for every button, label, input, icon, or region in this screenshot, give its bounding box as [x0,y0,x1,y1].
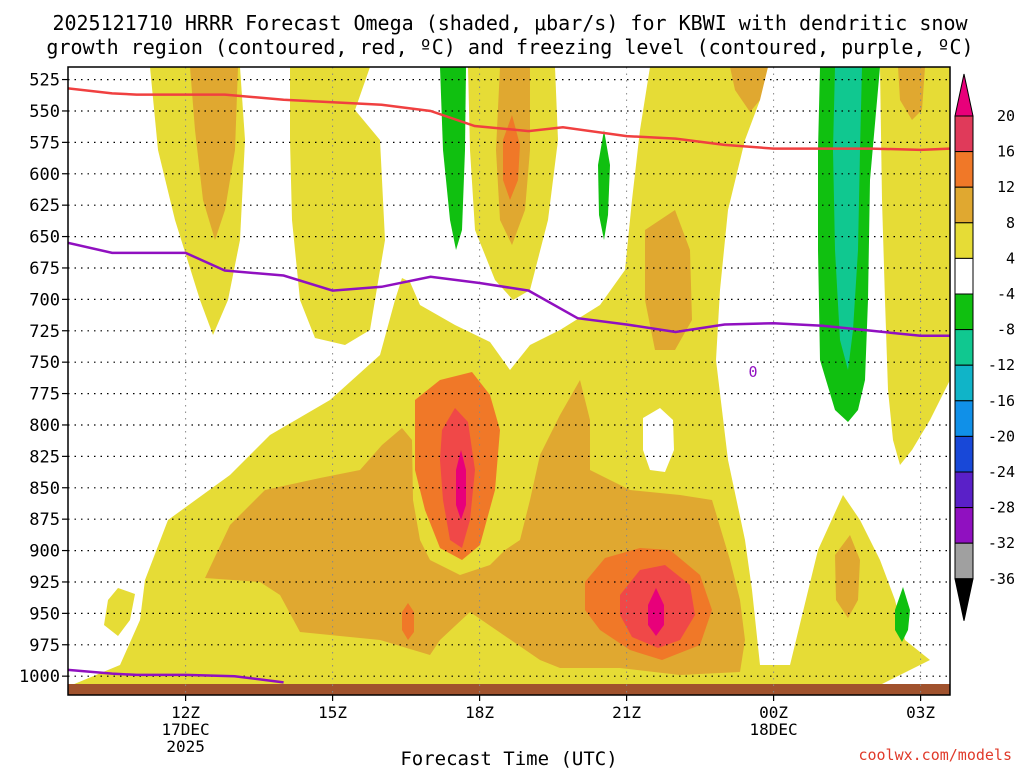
freezing-level-label: 0 [748,363,757,381]
y-tick-label: 525 [29,71,60,91]
y-tick-label: 925 [29,573,60,593]
colorbar-swatch [954,471,974,509]
y-tick-label: 750 [29,353,60,373]
y-tick-label: 850 [29,479,60,499]
colorbar-label: 20 [997,107,1015,125]
colorbar-swatch [954,507,974,544]
colorbar-max-arrow [954,73,974,117]
y-axis: 525 550 575 600 625 650 675 700 725 750 775 800 825 8… [19,71,68,687]
plot-frame [67,66,951,696]
y-tick-label: 625 [29,196,60,216]
omega-neg4-region-b [598,130,610,240]
chart-title-line1: 2025121710 HRRR Forecast Omega (shaded, … [52,11,968,35]
colorbar-swatch [954,364,974,402]
colorbar-label: 16 [997,143,1015,161]
colorbar-swatch [954,293,974,331]
colorbar: 20 16 12 8 4 -4 -8 -12 -16 -20 -24 -28 -32 -36 [954,73,1015,621]
x-tick-label: 18Z [465,703,494,722]
freezing-level-contour-lower [68,668,284,684]
colorbar-label: -28 [988,499,1015,517]
x-tick-label: 00Z [759,703,788,722]
y-tick-label: 975 [29,636,60,656]
omega-8-12-region-small-right [835,535,860,618]
colorbar-min-arrow [954,578,974,621]
credit-text: coolwx.com/models [858,746,1012,764]
y-tick-label: 675 [29,259,60,279]
colorbar-swatch [954,435,974,473]
colorbar-label: -32 [988,534,1015,552]
x-tick-label: 18DEC [750,720,798,739]
colorbar-label: -8 [997,321,1015,339]
dendritic-snow-growth-contour [68,87,950,152]
omega-neg4-region-d [895,587,910,642]
colorbar-label: -12 [988,356,1015,374]
freezing-level-contour-upper [68,241,950,338]
y-tick-label: 900 [29,542,60,562]
x-tick-label: 17DEC [162,720,210,739]
omega-4-8-region-upper-mid [290,67,385,345]
y-tick-label: 950 [29,604,60,624]
colorbar-label: -16 [988,392,1015,410]
omega-gt20-region-lower [648,588,664,636]
chart-title-line2: growth region (contoured, red, ºC) and f… [46,35,973,59]
y-tick-label: 775 [29,385,60,405]
y-tick-label: 875 [29,510,60,530]
omega-gt20-region-center [456,450,466,520]
colorbar-swatch [954,222,974,259]
colorbar-swatch [954,542,974,580]
x-axis-label: Forecast Time (UTC) [400,748,617,768]
colorbar-label: 12 [997,178,1015,196]
freezing-label-bg [746,364,760,380]
y-tick-label: 550 [29,102,60,122]
omega-8-12-region-upper-right [645,67,925,350]
x-tick-label: 15Z [318,703,347,722]
colorbar-label: -36 [988,570,1015,588]
omega-8-12-region-upper-left [190,67,238,240]
y-tick-label: 650 [29,228,60,248]
x-tick-label: 21Z [612,703,641,722]
x-tick-label: 03Z [906,703,935,722]
colorbar-label: -24 [988,463,1015,481]
colorbar-swatch [954,329,974,366]
omega-shading [68,67,950,695]
omega-neg4-region-a [440,67,466,250]
y-tick-label: 825 [29,447,60,467]
colorbar-label: 4 [1006,249,1015,267]
colorbar-label: -4 [997,285,1015,303]
colorbar-swatch [954,115,974,153]
x-tick-label: 12Z [171,703,200,722]
colorbar-swatch [954,186,974,224]
ground-surface [68,684,950,695]
colorbar-swatch [954,400,974,437]
colorbar-swatch [954,257,974,295]
omega-4-8-region-right [880,67,950,465]
colorbar-label: -20 [988,427,1015,445]
y-tick-label: 725 [29,322,60,342]
x-tick-label: 2025 [166,737,205,756]
omega-12-16-region-small [402,603,414,640]
y-tick-label: 600 [29,165,60,185]
omega-12-16-region-upper [503,115,520,200]
y-tick-label: 1000 [19,667,60,687]
y-tick-label: 575 [29,133,60,153]
y-tick-label: 700 [29,290,60,310]
colorbar-label: 8 [1006,214,1015,232]
grid [68,67,950,695]
y-tick-label: 800 [29,416,60,436]
colorbar-swatch [954,151,974,188]
